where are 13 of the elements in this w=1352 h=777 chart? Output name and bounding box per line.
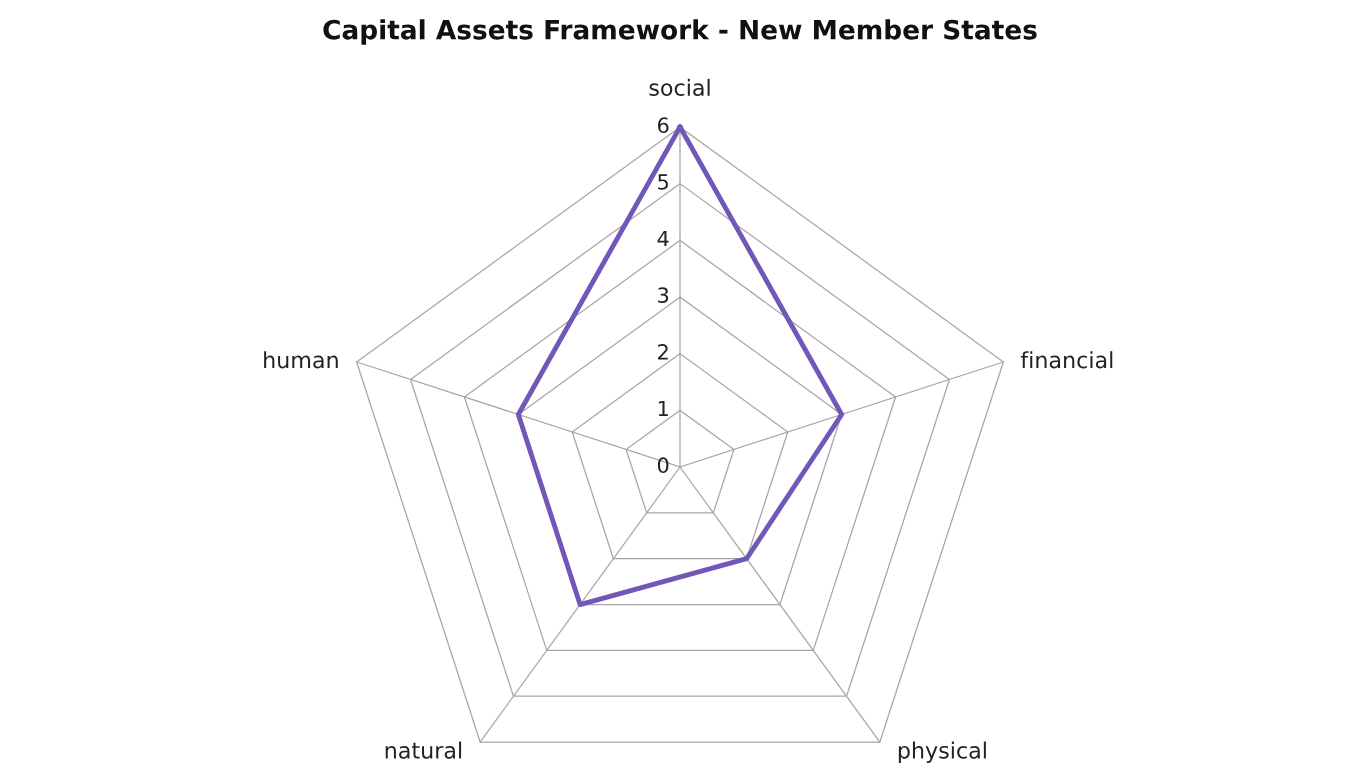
spoke-label: social xyxy=(649,78,710,97)
y-tick-label: 2 xyxy=(658,343,668,360)
y-tick-label: 6 xyxy=(658,117,669,134)
y-tick-label: 1 xyxy=(658,400,668,417)
spoke-label: physical xyxy=(898,741,986,764)
spoke-label: financial xyxy=(1020,351,1113,369)
spoke-label: natural xyxy=(385,741,462,759)
y-tick-label: 5 xyxy=(658,174,668,190)
y-tick-label: 3 xyxy=(658,287,669,304)
y-tick-label: 4 xyxy=(657,230,669,247)
y-tick-label: 0 xyxy=(657,457,669,474)
spoke-label: human xyxy=(264,351,338,369)
chart-title: Capital Assets Framework - New Member States xyxy=(323,19,1037,45)
